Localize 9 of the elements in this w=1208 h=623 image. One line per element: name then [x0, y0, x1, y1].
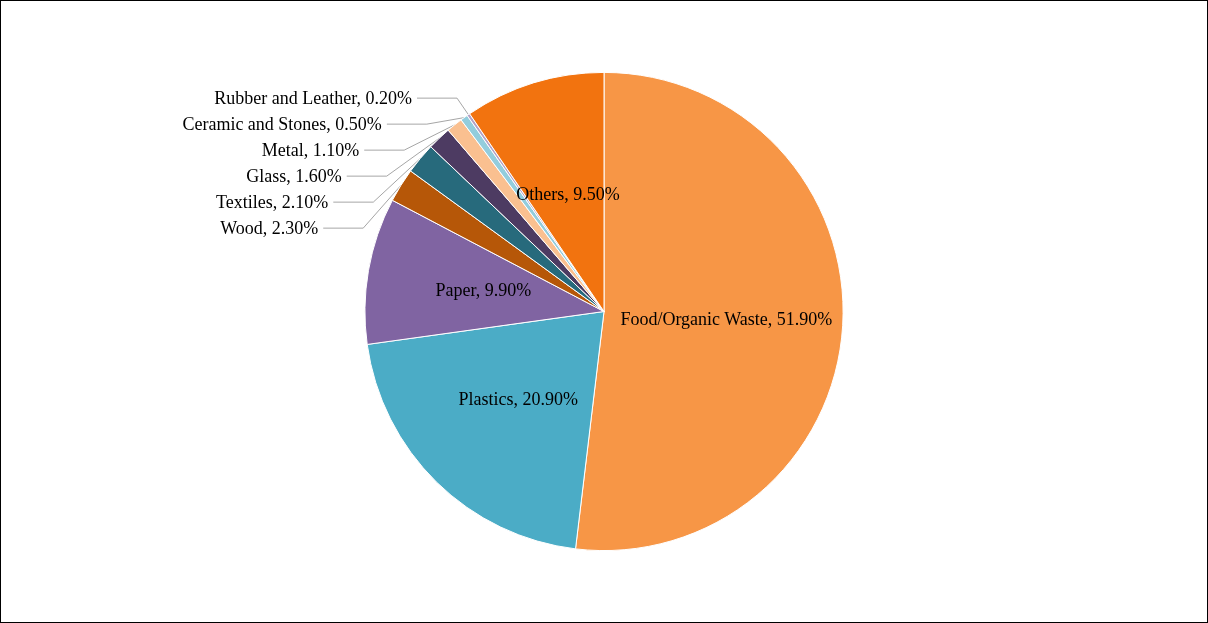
slice-label: Food/Organic Waste, 51.90% — [620, 308, 833, 329]
slice-label: Textiles, 2.10% — [216, 192, 329, 213]
slice-label: Rubber and Leather, 0.20% — [214, 88, 413, 109]
slice-label: Plastics, 20.90% — [458, 388, 578, 409]
slice-label: Wood, 2.30% — [220, 218, 319, 239]
slice-label: Paper, 9.90% — [435, 280, 532, 301]
slice-label: Metal, 1.10% — [261, 140, 360, 161]
slice-label: Glass, 1.60% — [246, 166, 342, 187]
slice-label: Ceramic and Stones, 0.50% — [182, 114, 382, 135]
